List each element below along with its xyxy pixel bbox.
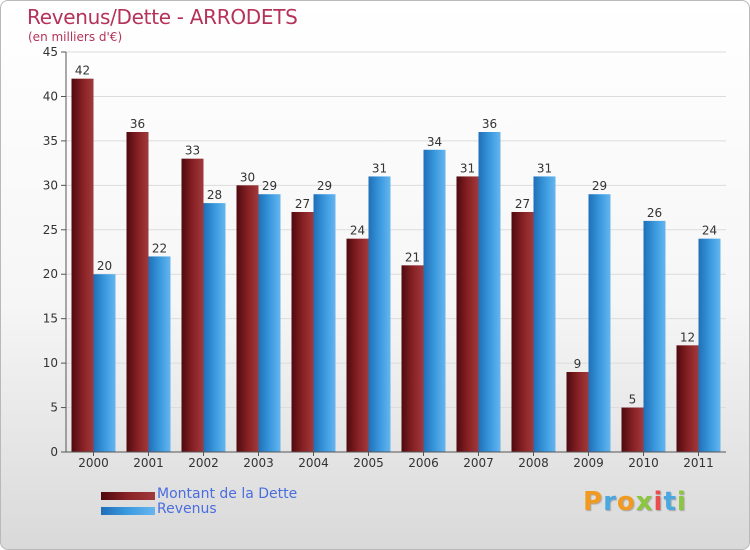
x-tick-label: 2006 xyxy=(408,456,439,470)
y-tick-label: 25 xyxy=(43,223,58,237)
data-label-dette: 12 xyxy=(680,330,695,344)
y-tick-label: 45 xyxy=(43,45,58,59)
bar-revenus xyxy=(478,132,501,452)
bar-layer: 42 20 36 22 33 28 30 29 27 29 24 31 21 34 31 36 27 31 9 29 5… xyxy=(71,64,721,453)
y-tick-label: 10 xyxy=(43,356,58,370)
data-label-dette: 24 xyxy=(350,224,365,238)
data-label-revenus: 34 xyxy=(427,135,442,149)
bar-dette xyxy=(71,78,94,453)
bar-dette xyxy=(566,372,589,452)
chart-title: Revenus/Dette - ARRODETS xyxy=(27,5,298,29)
data-label-dette: 36 xyxy=(130,117,145,131)
bar-revenus xyxy=(203,203,226,452)
legend-label-dette: Montant de la Dette xyxy=(157,486,298,502)
data-label-dette: 42 xyxy=(75,64,90,78)
data-label-revenus: 22 xyxy=(152,241,167,255)
x-tick-label: 2000 xyxy=(78,456,109,470)
bar-dette xyxy=(126,132,149,452)
x-tick-label: 2003 xyxy=(243,456,274,470)
bar-revenus xyxy=(698,238,721,452)
y-tick-label: 40 xyxy=(43,89,58,103)
grid-layer xyxy=(66,51,726,409)
bar-revenus xyxy=(93,274,116,452)
bar-dette xyxy=(401,265,424,452)
axis-layer: 0 5 10 15 20 25 30 35 40 45 2000 2001 2002 2003 2004 20… xyxy=(43,45,726,470)
data-label-revenus: 29 xyxy=(592,179,607,193)
data-label-revenus: 28 xyxy=(207,188,222,202)
bar-revenus xyxy=(643,220,666,452)
bar-dette xyxy=(621,407,644,452)
bar-dette xyxy=(456,176,479,452)
chart-subtitle: (en milliers d'€) xyxy=(28,30,123,44)
x-tick-label: 2005 xyxy=(353,456,384,470)
data-label-revenus: 24 xyxy=(702,224,717,238)
x-tick-label: 2001 xyxy=(133,456,164,470)
bar-revenus xyxy=(423,149,446,452)
y-tick-label: 35 xyxy=(43,134,58,148)
data-label-revenus: 36 xyxy=(482,117,497,131)
data-label-dette: 33 xyxy=(185,144,200,158)
bar-revenus xyxy=(148,256,171,452)
bar-revenus xyxy=(368,176,391,452)
x-tick-label: 2004 xyxy=(298,456,329,470)
proxiti-logo: Proxiti xyxy=(583,487,687,517)
data-label-dette: 21 xyxy=(405,250,420,264)
data-label-revenus: 26 xyxy=(647,206,662,220)
data-label-dette: 27 xyxy=(295,197,310,211)
x-tick-label: 2009 xyxy=(573,456,604,470)
data-label-dette: 30 xyxy=(240,170,255,184)
y-tick-label: 30 xyxy=(43,178,58,192)
data-label-dette: 5 xyxy=(629,393,637,407)
x-tick-label: 2007 xyxy=(463,456,494,470)
x-tick-label: 2002 xyxy=(188,456,219,470)
data-label-revenus: 29 xyxy=(262,179,277,193)
bar-revenus xyxy=(313,194,336,452)
y-tick-label: 20 xyxy=(43,267,58,281)
bar-revenus xyxy=(258,194,281,452)
data-label-revenus: 31 xyxy=(537,161,552,175)
y-tick-label: 5 xyxy=(50,401,58,415)
data-label-revenus: 31 xyxy=(372,161,387,175)
legend-swatch-dette xyxy=(101,492,155,500)
bar-dette xyxy=(346,238,369,452)
bar-dette xyxy=(236,185,259,453)
data-label-dette: 31 xyxy=(460,161,475,175)
x-tick-label: 2010 xyxy=(628,456,659,470)
bar-revenus xyxy=(533,176,556,452)
x-tick-label: 2011 xyxy=(683,456,714,470)
data-label-revenus: 20 xyxy=(97,259,112,273)
bar-dette xyxy=(181,158,204,452)
bar-dette xyxy=(291,212,314,452)
bar-revenus xyxy=(588,194,611,452)
legend-swatch-revenus xyxy=(101,507,155,515)
bar-dette xyxy=(676,345,699,452)
data-label-revenus: 29 xyxy=(317,179,332,193)
y-tick-label: 15 xyxy=(43,312,58,326)
bar-dette xyxy=(511,212,534,452)
legend-label-revenus: Revenus xyxy=(157,501,217,517)
data-label-dette: 9 xyxy=(574,357,582,371)
x-tick-label: 2008 xyxy=(518,456,549,470)
data-label-dette: 27 xyxy=(515,197,530,211)
y-tick-label: 0 xyxy=(50,445,58,459)
